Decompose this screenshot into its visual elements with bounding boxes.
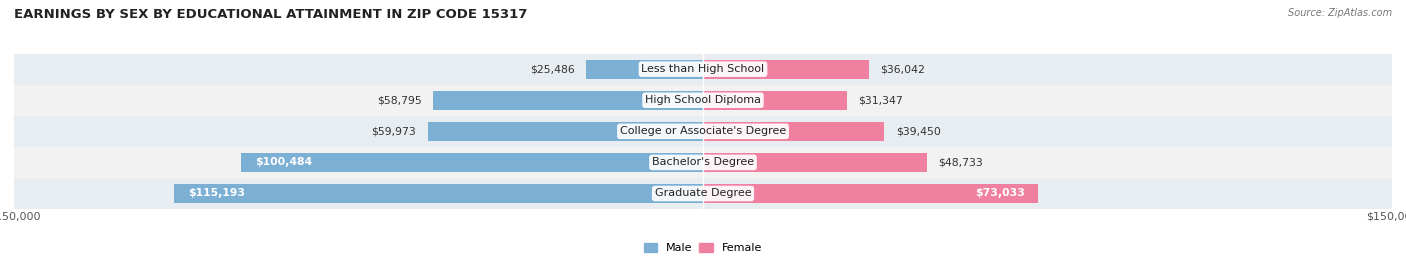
Text: Less than High School: Less than High School (641, 64, 765, 74)
Bar (703, 153, 927, 172)
Bar (14, 85, 1392, 116)
Bar (14, 116, 1392, 147)
Bar (703, 122, 884, 141)
Text: $100,484: $100,484 (256, 157, 312, 168)
Text: $39,450: $39,450 (896, 126, 941, 136)
Bar (433, 91, 703, 110)
Text: College or Associate's Degree: College or Associate's Degree (620, 126, 786, 136)
Text: $48,733: $48,733 (938, 157, 983, 168)
Text: $59,973: $59,973 (371, 126, 416, 136)
Text: $115,193: $115,193 (188, 188, 245, 199)
Bar (586, 59, 703, 79)
Text: $58,795: $58,795 (377, 95, 422, 105)
Bar (174, 184, 703, 203)
Bar (703, 91, 846, 110)
Text: $36,042: $36,042 (880, 64, 925, 74)
Text: High School Diploma: High School Diploma (645, 95, 761, 105)
Text: Source: ZipAtlas.com: Source: ZipAtlas.com (1288, 8, 1392, 18)
Legend: Male, Female: Male, Female (640, 239, 766, 258)
Bar (703, 184, 1039, 203)
Text: $31,347: $31,347 (859, 95, 903, 105)
Bar (427, 122, 703, 141)
Bar (14, 54, 1392, 85)
Text: $73,033: $73,033 (974, 188, 1025, 199)
Bar (703, 59, 869, 79)
Bar (242, 153, 703, 172)
Bar (14, 178, 1392, 209)
Text: Graduate Degree: Graduate Degree (655, 188, 751, 199)
Text: $25,486: $25,486 (530, 64, 575, 74)
Bar (14, 147, 1392, 178)
Text: EARNINGS BY SEX BY EDUCATIONAL ATTAINMENT IN ZIP CODE 15317: EARNINGS BY SEX BY EDUCATIONAL ATTAINMEN… (14, 8, 527, 21)
Text: Bachelor's Degree: Bachelor's Degree (652, 157, 754, 168)
